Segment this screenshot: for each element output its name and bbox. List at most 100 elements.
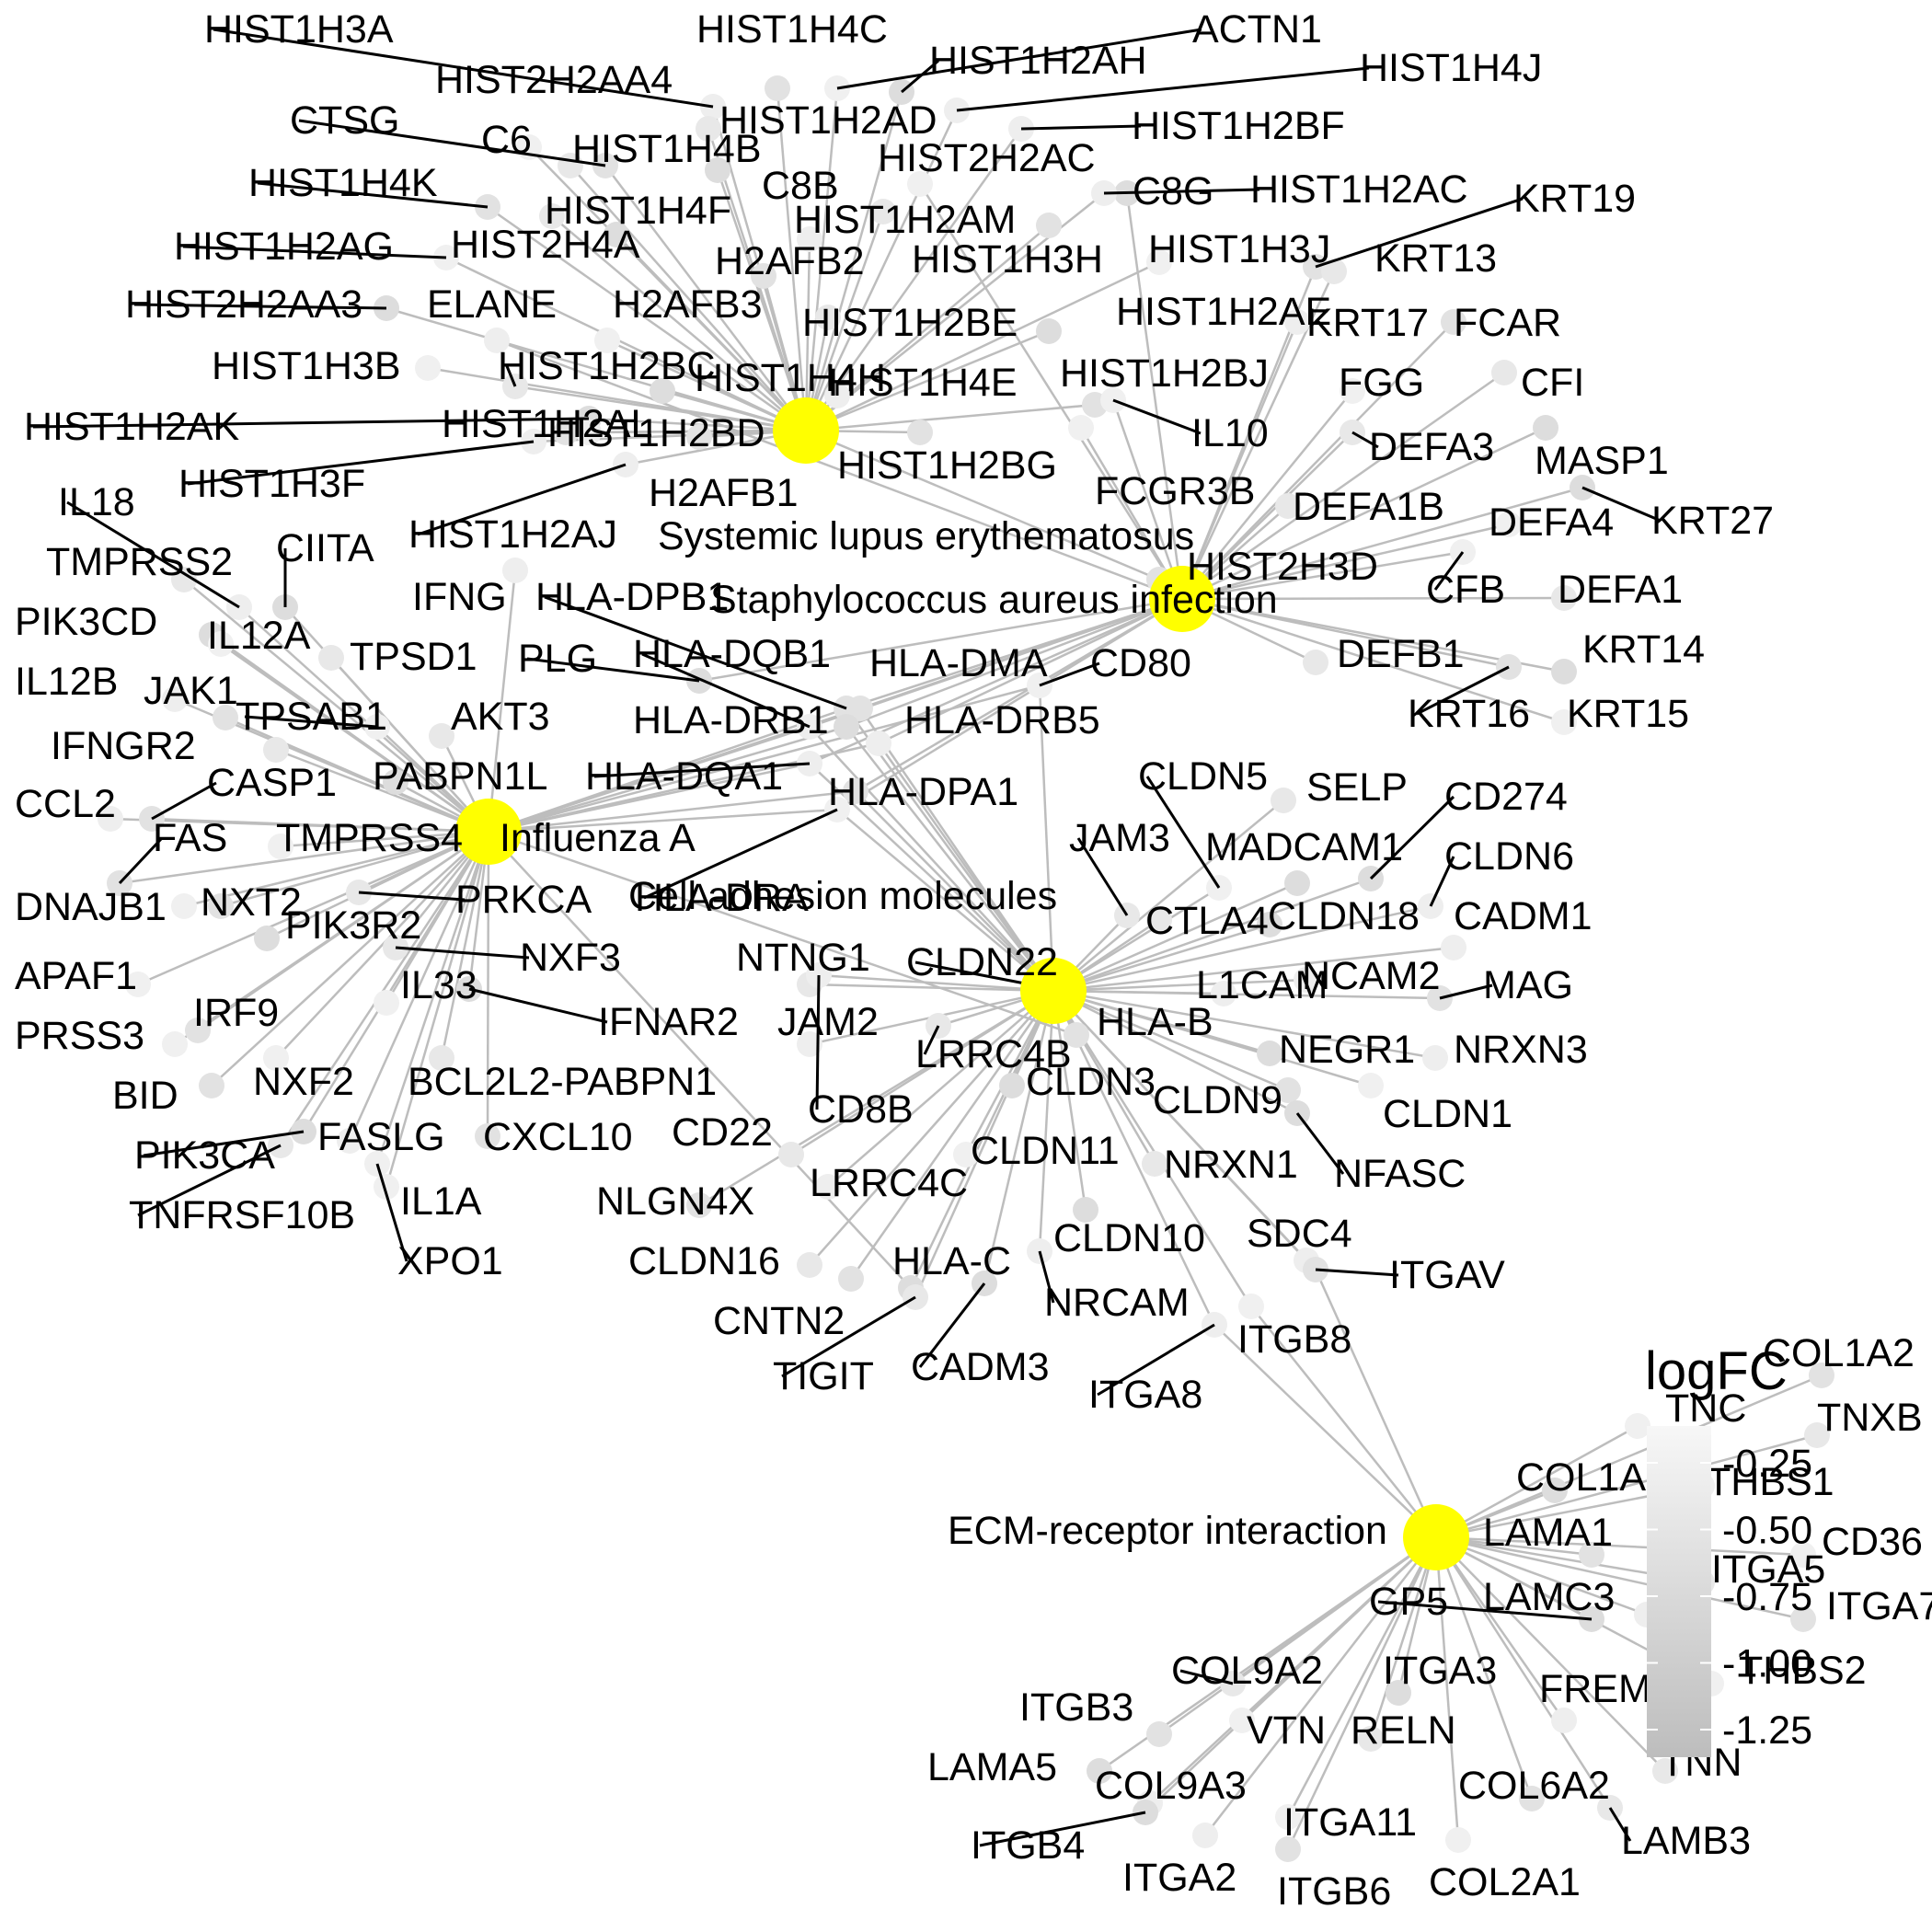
gene-label-nfasc: NFASC (1334, 1152, 1466, 1196)
edge-flu-tmprss2 (183, 579, 489, 833)
gene-label-defa1: DEFA1 (1558, 568, 1683, 612)
gene-label-krt13: KRT13 (1374, 236, 1497, 281)
gene-label-cldn22: CLDN22 (906, 940, 1058, 984)
gene-label-hla-drb5: HLA-DRB5 (904, 698, 1100, 742)
gene-label-nlgn4x: NLGN4X (596, 1179, 754, 1224)
gene-node-cldn3 (999, 1073, 1025, 1098)
gene-label-hist1h3a: HIST1H3A (204, 7, 394, 52)
edge-flu-pik3ca (302, 831, 490, 1133)
leader-cadm3 (918, 1282, 986, 1368)
edge-sle-hist1h2ah (804, 91, 903, 431)
edge-cam-nrxn3 (1052, 989, 1436, 1060)
gene-label-h2afb2: H2AFB2 (715, 239, 865, 283)
edge-cam-hla-drb1 (845, 726, 1054, 992)
gene-label-itga3: ITGA3 (1383, 1649, 1497, 1693)
gene-label-plg: PLG (518, 637, 597, 681)
gene-node-cldn11 (953, 1142, 979, 1167)
edge-cam-cldn18 (1052, 923, 1271, 993)
edge-cam-hla-drb5 (877, 742, 1055, 992)
gene-node-defa4 (1496, 512, 1522, 537)
gene-node-cd36 (1790, 1542, 1816, 1568)
gene-label-krt16: KRT16 (1408, 692, 1530, 736)
gene-label-faslg: FASLG (317, 1115, 445, 1159)
gene-node-hla-b (1064, 1022, 1089, 1048)
hub-node-flu (455, 799, 522, 865)
edge-ecm-itgb6 (1286, 1536, 1438, 1850)
leader-xpo1 (375, 1163, 408, 1262)
edge-sa-cfi (1181, 371, 1505, 601)
gene-label-hist1h3f: HIST1H3F (178, 462, 365, 506)
edge-sa-defa4 (1181, 523, 1510, 601)
edge-flu-tmprss4 (280, 830, 489, 848)
leader-cd8b (815, 974, 821, 1110)
gene-label-dnajb1: DNAJB1 (15, 885, 167, 929)
leader-mag (1439, 983, 1493, 1000)
edge-flu-hla-drb1 (488, 725, 847, 834)
gene-label-hla-dqb1: HLA-DQB1 (633, 632, 831, 676)
gene-node-tmprss4 (268, 834, 293, 859)
gene-node-hist2h2ac (870, 199, 896, 224)
gene-node-col2a1 (1445, 1827, 1471, 1853)
hub-label-flu: Influenza A (500, 816, 696, 860)
gene-label-hla-dqa1: HLA-DQA1 (585, 754, 783, 799)
gene-node-hla-dpa1 (843, 778, 868, 804)
gene-label-elane: ELANE (427, 282, 557, 327)
edge-cam-cldn16 (809, 990, 1054, 1266)
gene-label-nrcam: NRCAM (1044, 1281, 1190, 1325)
edge-ecm-cd36 (1435, 1535, 1804, 1557)
gene-node-hla-drb5 (866, 730, 891, 756)
gene-label-lama1: LAMA1 (1483, 1511, 1613, 1555)
gene-label-il18: IL18 (58, 480, 135, 524)
leader-tpsab1 (244, 715, 378, 729)
gene-label-hist1h2bc: HIST1H2BC (498, 344, 716, 388)
edge-cam-cd8b (818, 973, 1054, 993)
gene-label-hla-c: HLA-C (892, 1239, 1011, 1283)
edge-flu-ifng (487, 569, 517, 833)
gene-node-fcar (1441, 309, 1466, 335)
edge-cam-ntng1 (809, 983, 1054, 993)
gene-node-hist1h2bd (553, 420, 579, 445)
gene-node-frem2 (1551, 1708, 1577, 1733)
gene-node-bid (199, 1073, 224, 1098)
gene-label-cfb: CFB (1426, 568, 1505, 612)
gene-node-ctla4 (1146, 907, 1172, 933)
edge-flu-apaf1 (137, 830, 489, 986)
gene-label-defa4: DEFA4 (1489, 500, 1614, 545)
gene-node-ifngr2 (263, 737, 289, 763)
leader-fas (118, 836, 164, 885)
gene-label-tpsab1: TPSAB1 (236, 695, 387, 739)
leader-nrcam (1038, 1250, 1055, 1304)
gene-label-itga7: ITGA7 (1826, 1584, 1932, 1628)
gene-label-l1cam: L1CAM (1196, 963, 1328, 1007)
edge-sle-hist1h4k (487, 205, 807, 432)
edge-cam-hla-dpa1 (855, 790, 1054, 992)
gene-label-hist1h4f: HIST1H4F (545, 189, 731, 233)
leader-casp1 (151, 781, 217, 821)
gene-label-hist1h2be: HIST1H2BE (802, 301, 1018, 345)
gene-node-l1cam (1211, 981, 1236, 1006)
gene-label-hist1h4c: HIST1H4C (696, 7, 888, 52)
leader-hla-dpb1 (544, 595, 847, 710)
gene-label-bid: BID (112, 1074, 178, 1118)
edge-flu-il12a (220, 642, 489, 834)
gene-label-hist1h2am: HIST1H2AM (794, 198, 1016, 242)
edge-cam-cldn10 (1052, 990, 1087, 1211)
edge-sle-hist1h2bf (804, 128, 1023, 431)
gene-node-c8b (907, 171, 933, 197)
gene-label-il12b: IL12B (15, 660, 118, 704)
gene-label-itga2: ITGA2 (1122, 1856, 1236, 1900)
edge-cam-itgb8 (1052, 990, 1253, 1307)
gene-label-cldn10: CLDN10 (1053, 1216, 1205, 1260)
leader-hist1h2ak (32, 417, 590, 429)
leader-col9a2 (1179, 1669, 1234, 1685)
gene-label-hist1h4b: HIST1H4B (572, 127, 762, 171)
gene-label-itgb8: ITGB8 (1237, 1317, 1351, 1362)
leader-actn1 (836, 28, 1202, 90)
gene-node-hist1h2al (576, 420, 602, 445)
gene-node-tnxb (1804, 1422, 1830, 1448)
edge-sle-hist2h2ac (804, 211, 885, 431)
gene-node-h2afb1 (686, 424, 712, 450)
leader-cd274 (1369, 795, 1455, 880)
edge-cam-cd80 (1038, 684, 1055, 992)
edge-flu-ifngr2 (275, 748, 489, 834)
